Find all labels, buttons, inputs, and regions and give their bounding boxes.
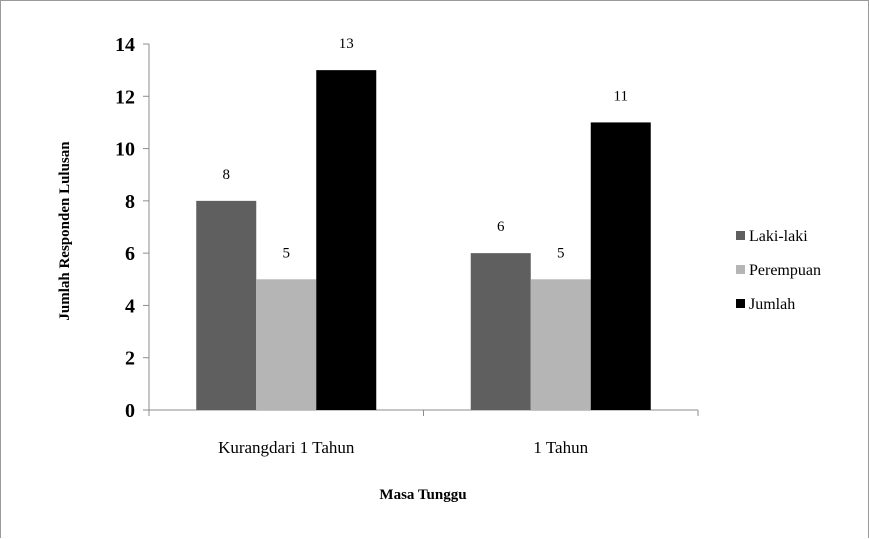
bar (530, 279, 591, 410)
legend-label: Laki-laki (749, 228, 808, 245)
bar (196, 200, 257, 410)
y-tick-label: 14 (115, 34, 135, 56)
y-tick-label: 8 (125, 191, 135, 213)
bar (256, 279, 317, 410)
y-tick-label: 12 (115, 86, 135, 108)
legend-swatch (736, 265, 745, 274)
y-axis: 0 2 4 6 8 10 12 14 (115, 34, 150, 422)
x-axis-title: Masa Tunggu (379, 487, 466, 503)
bar (316, 70, 377, 411)
data-label: 8 (223, 167, 231, 183)
x-axis: Kurangdari 1 Tahun 1 Tahun (148, 409, 699, 457)
y-tick-label: 0 (125, 400, 135, 422)
bar (470, 253, 531, 410)
data-label: 5 (557, 245, 565, 261)
legend-label: Perempuan (749, 262, 821, 279)
y-tick-label: 6 (125, 243, 135, 265)
data-label: 11 (614, 88, 628, 104)
data-labels: 8 5 13 6 5 11 (223, 36, 628, 261)
x-tick-label: 1 Tahun (533, 438, 588, 457)
y-axis-title: Jumlah Responden Lulusan (57, 141, 73, 321)
y-tick-label: 10 (115, 139, 135, 161)
y-tick-label: 4 (125, 295, 135, 317)
data-label: 6 (497, 219, 505, 235)
legend: Laki-laki Perempuan Jumlah (736, 228, 821, 313)
x-tick-label: Kurangdari 1 Tahun (218, 438, 355, 457)
legend-swatch (736, 299, 745, 308)
data-label: 5 (283, 245, 291, 261)
y-tick-label: 2 (125, 348, 135, 370)
bars (196, 70, 651, 411)
legend-label: Jumlah (749, 296, 795, 313)
data-label: 13 (339, 36, 354, 52)
bar (590, 122, 651, 410)
legend-swatch (736, 231, 745, 240)
